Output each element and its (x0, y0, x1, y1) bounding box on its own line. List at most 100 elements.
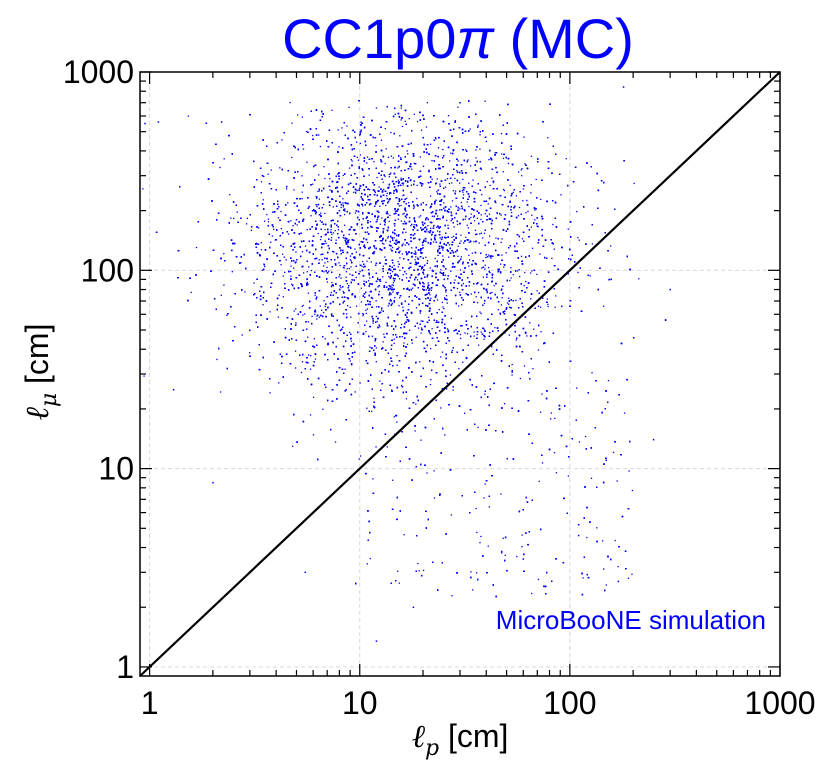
data-point (318, 316, 320, 318)
data-point (457, 160, 459, 162)
data-point (409, 216, 411, 219)
data-point (382, 276, 384, 278)
data-point (354, 191, 357, 193)
data-point (425, 126, 428, 128)
data-point (436, 299, 439, 301)
data-point (480, 214, 482, 216)
data-point (470, 571, 472, 573)
data-point (354, 248, 356, 250)
data-point (546, 298, 549, 300)
data-point (319, 238, 322, 241)
data-point (419, 361, 421, 363)
data-point (480, 535, 482, 538)
data-point (603, 568, 605, 570)
data-point (614, 539, 616, 542)
data-point (415, 256, 417, 258)
data-point (401, 253, 404, 255)
data-point (232, 217, 235, 220)
data-point (366, 231, 369, 233)
data-point (591, 243, 594, 245)
data-point (263, 175, 265, 178)
data-point (366, 260, 368, 262)
data-point (429, 267, 431, 269)
data-point (287, 202, 289, 204)
data-point (219, 391, 222, 393)
data-point (601, 540, 604, 542)
data-point (443, 266, 445, 268)
data-point (484, 100, 486, 102)
data-point (449, 160, 451, 162)
data-point (459, 337, 462, 340)
data-point (428, 316, 430, 319)
data-point (290, 270, 292, 273)
data-point (340, 286, 342, 289)
data-point (576, 387, 578, 389)
data-point (484, 483, 486, 485)
data-point (396, 354, 398, 357)
data-point (501, 153, 503, 155)
data-point (290, 275, 292, 277)
data-point (415, 403, 417, 405)
data-point (369, 221, 372, 223)
data-point (369, 277, 371, 279)
data-point (303, 313, 306, 315)
data-point (540, 198, 542, 201)
data-point (422, 224, 424, 227)
data-point (448, 256, 450, 258)
data-point (512, 164, 514, 166)
data-point (370, 410, 373, 413)
data-point (340, 277, 342, 279)
data-point (362, 313, 364, 315)
data-point (469, 128, 471, 130)
data-point (302, 304, 304, 307)
data-point (387, 156, 390, 158)
data-point (331, 250, 334, 253)
data-point (460, 256, 462, 258)
data-point (312, 396, 315, 398)
data-point (245, 223, 248, 225)
data-point (475, 296, 477, 298)
data-point (304, 245, 307, 247)
data-point (539, 306, 542, 308)
data-point (390, 293, 392, 295)
data-point (380, 309, 383, 311)
data-point (376, 277, 379, 279)
data-point (351, 279, 354, 281)
data-point (382, 341, 384, 343)
data-point (426, 260, 429, 262)
data-point (356, 189, 358, 192)
data-point (443, 285, 445, 288)
data-point (503, 266, 505, 268)
data-point (511, 371, 513, 373)
data-point (439, 218, 441, 220)
data-point (555, 472, 558, 474)
data-point (486, 181, 489, 183)
data-point (314, 294, 316, 296)
data-point (330, 286, 333, 288)
data-point (504, 554, 506, 557)
data-point (481, 194, 483, 196)
data-point (414, 237, 416, 239)
data-point (532, 367, 534, 370)
data-point (262, 303, 264, 306)
data-point (435, 213, 438, 215)
data-point (350, 340, 353, 342)
data-point (420, 268, 423, 270)
data-point (353, 191, 355, 193)
data-point (414, 430, 416, 432)
data-point (429, 195, 432, 197)
data-point (271, 235, 274, 237)
data-point (591, 372, 593, 374)
data-point (433, 225, 435, 227)
data-point (351, 160, 353, 162)
data-point (317, 232, 319, 235)
data-point (308, 266, 310, 268)
data-point (398, 582, 400, 584)
data-point (404, 244, 406, 246)
data-point (554, 306, 556, 308)
data-point (241, 334, 243, 336)
data-point (455, 236, 457, 238)
data-point (417, 327, 420, 329)
data-point (330, 229, 332, 231)
data-point (450, 152, 452, 154)
